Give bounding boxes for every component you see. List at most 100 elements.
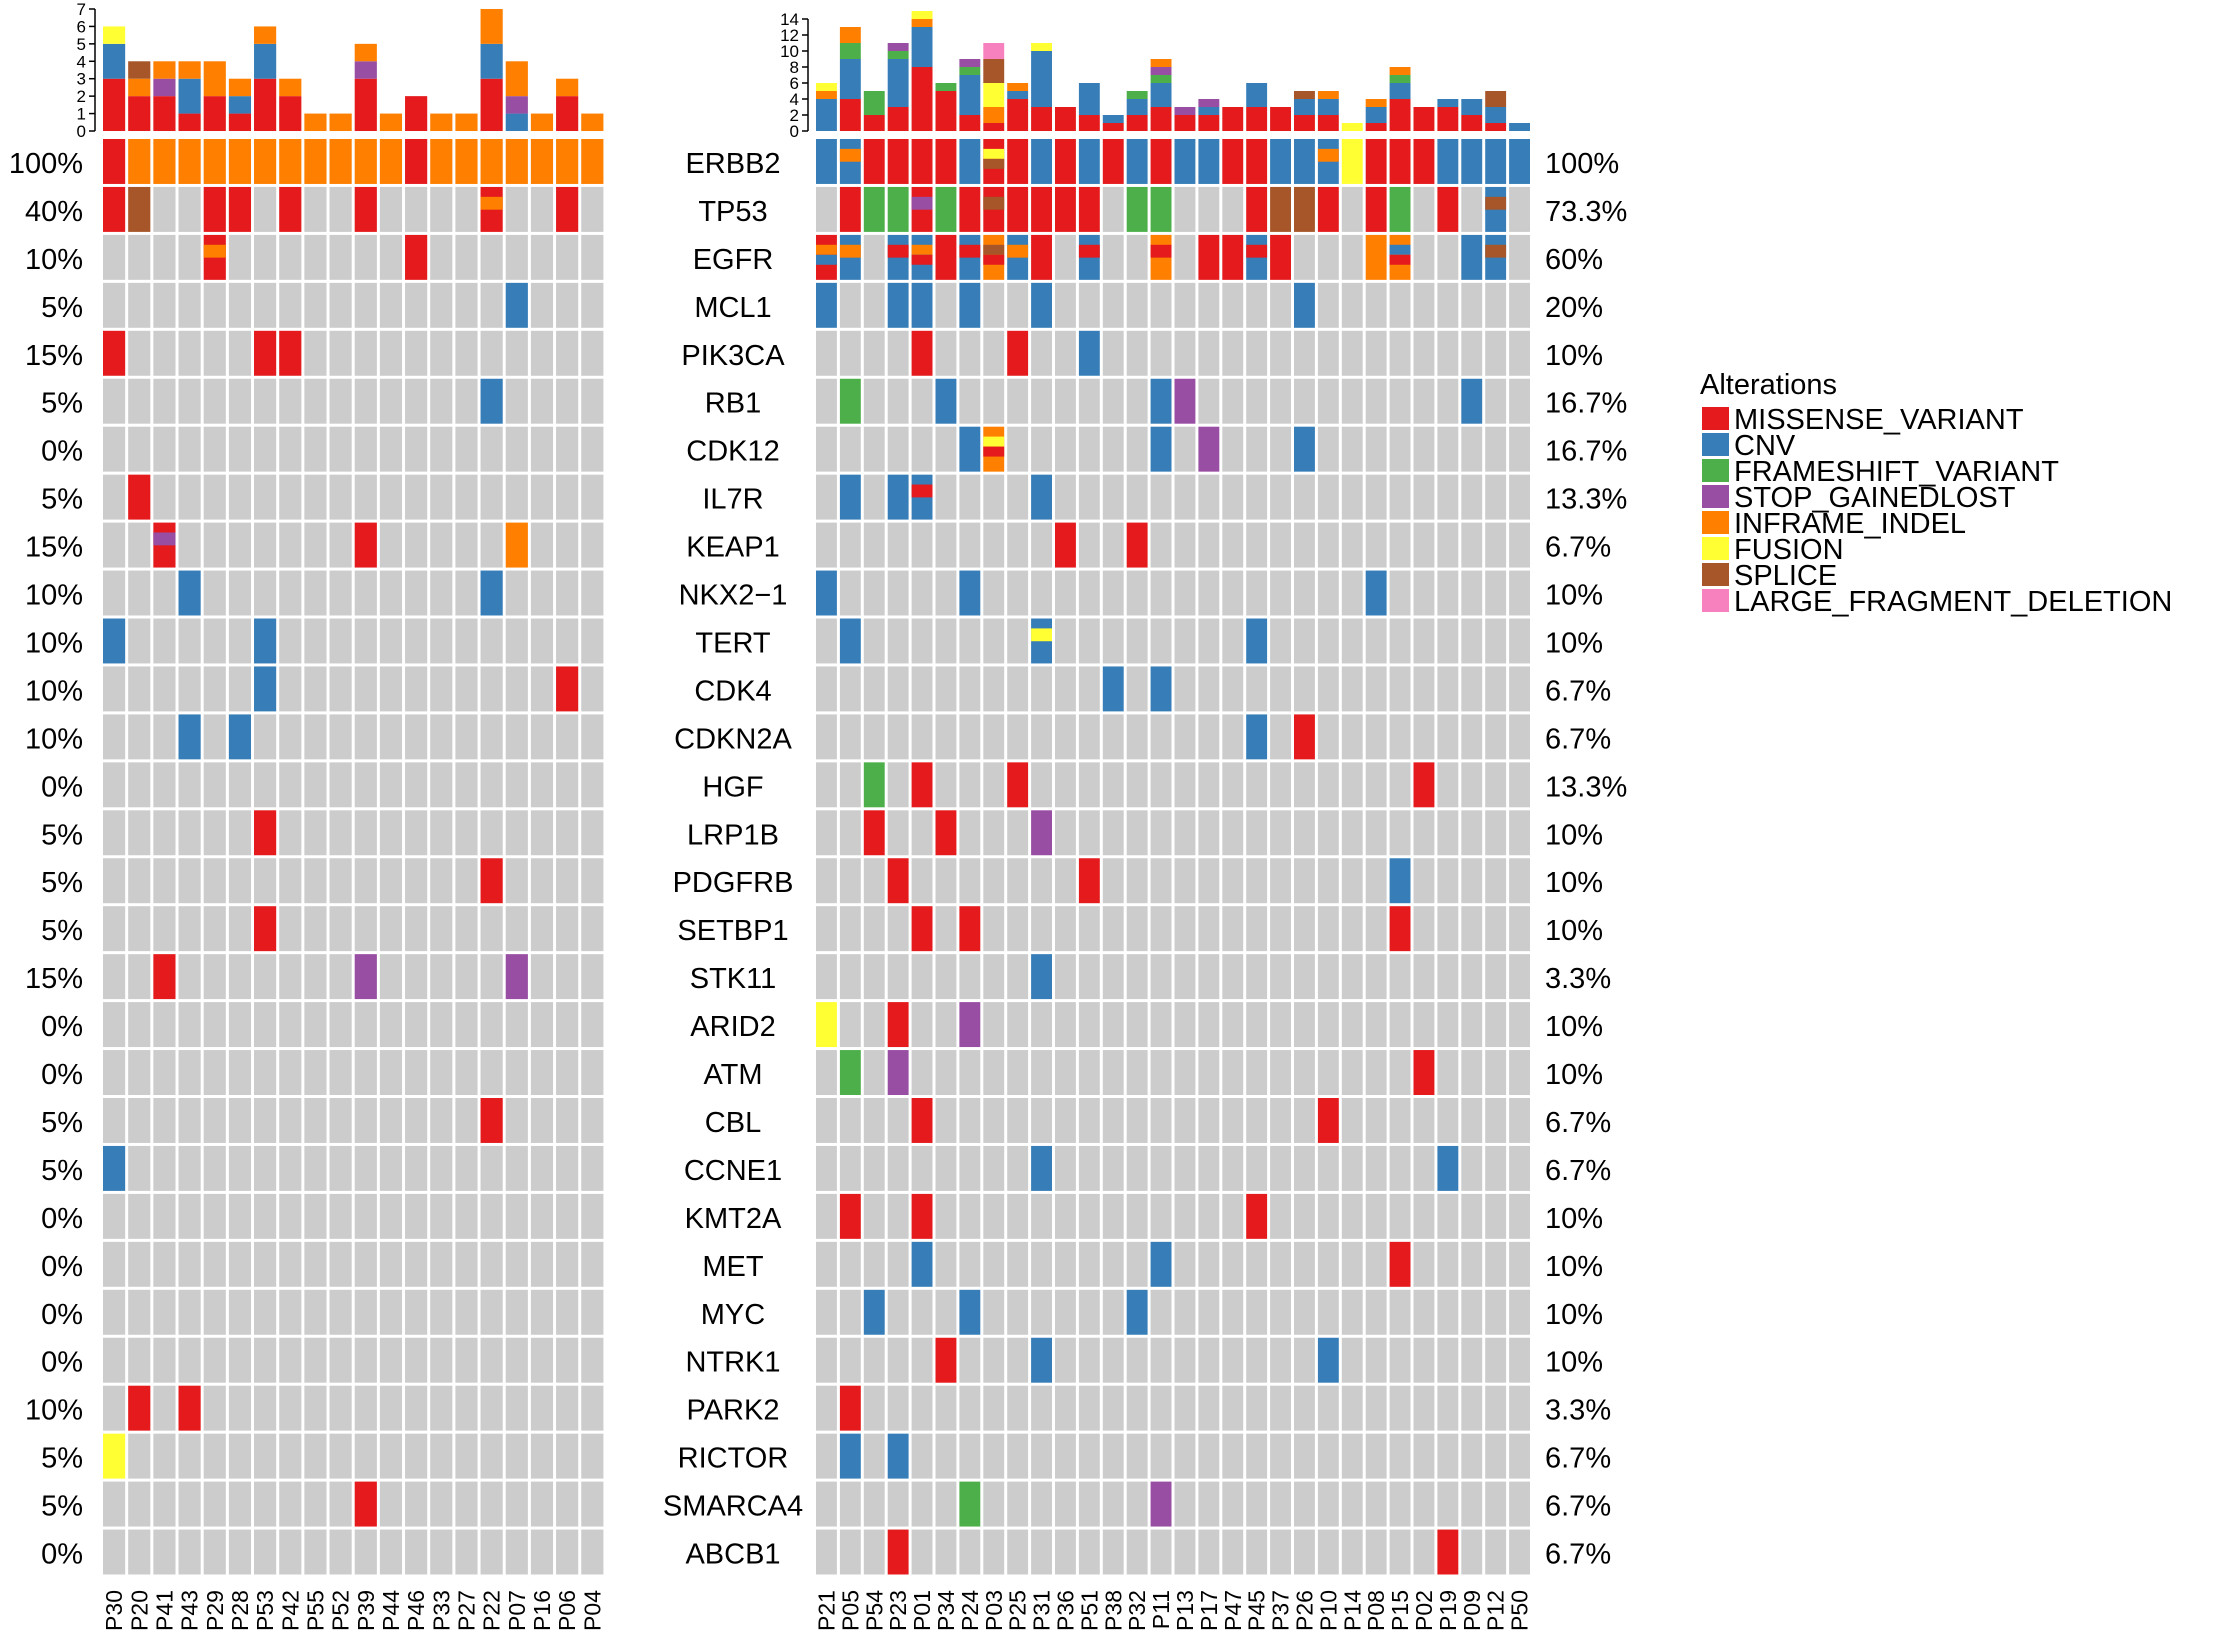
- empty-cell: [1174, 714, 1196, 760]
- gene-percentage: 5%: [41, 819, 83, 851]
- alteration-M: [405, 139, 428, 184]
- empty-cell: [935, 1289, 957, 1335]
- legend-swatch-M: [1702, 407, 1729, 430]
- bar-segment-C: [505, 113, 528, 131]
- empty-cell: [379, 1193, 403, 1239]
- alteration-C: [959, 139, 981, 184]
- alteration-M: [480, 858, 503, 904]
- empty-cell: [1102, 1098, 1124, 1143]
- empty-cell: [1102, 1145, 1124, 1191]
- alteration-cell: [839, 186, 861, 232]
- empty-cell: [1126, 1529, 1148, 1575]
- sample-label: P09: [1459, 1590, 1485, 1631]
- empty-cell: [911, 1289, 933, 1335]
- sample-label: P19: [1435, 1590, 1461, 1631]
- alteration-M: [983, 446, 1005, 457]
- alteration-M: [887, 858, 909, 904]
- gene-percentage: 20%: [1545, 292, 1603, 324]
- empty-cell: [863, 426, 885, 472]
- gene-label: PDGFRB: [673, 867, 794, 899]
- empty-cell: [1246, 906, 1268, 952]
- empty-cell: [1150, 1337, 1172, 1383]
- alteration-cell: [128, 139, 151, 184]
- empty-cell: [1485, 1529, 1507, 1575]
- empty-cell: [1031, 1481, 1052, 1527]
- alteration-C: [1150, 378, 1172, 424]
- empty-cell: [581, 570, 604, 616]
- empty-cell: [329, 1241, 352, 1287]
- empty-cell: [1437, 1433, 1459, 1479]
- empty-cell: [1031, 330, 1052, 376]
- empty-cell: [1007, 522, 1029, 568]
- empty-cell: [1198, 618, 1220, 664]
- empty-cell: [153, 762, 176, 808]
- empty-cell: [1222, 1289, 1244, 1335]
- empty-cell: [1389, 1050, 1411, 1095]
- empty-cell: [405, 1481, 428, 1527]
- alteration-cell: [1055, 186, 1076, 232]
- alteration-cell: [1246, 139, 1268, 184]
- empty-cell: [959, 762, 981, 808]
- empty-cell: [505, 1002, 528, 1048]
- empty-cell: [887, 954, 909, 1000]
- alteration-cell: [959, 1002, 981, 1048]
- empty-cell: [1437, 1193, 1459, 1239]
- alteration-cell: [1365, 139, 1387, 184]
- empty-cell: [1102, 378, 1124, 424]
- empty-cell: [1222, 1050, 1244, 1095]
- alteration-cell: [103, 618, 126, 664]
- empty-cell: [1078, 714, 1100, 760]
- alteration-I: [505, 522, 528, 568]
- gene-percentage: 10%: [25, 1395, 83, 1427]
- empty-cell: [228, 1050, 252, 1095]
- empty-cell: [455, 1145, 478, 1191]
- empty-cell: [556, 810, 579, 856]
- empty-cell: [1317, 282, 1339, 328]
- empty-cell: [128, 1433, 151, 1479]
- alteration-M: [1317, 186, 1339, 232]
- empty-cell: [816, 954, 837, 1000]
- empty-cell: [153, 1289, 176, 1335]
- alteration-cell: [128, 474, 151, 520]
- alteration-cell: [254, 139, 277, 184]
- empty-cell: [153, 1098, 176, 1143]
- empty-cell: [1485, 618, 1507, 664]
- empty-cell: [228, 474, 252, 520]
- empty-cell: [911, 522, 933, 568]
- gene-percentage: 10%: [25, 244, 83, 276]
- empty-cell: [279, 1050, 302, 1095]
- empty-cell: [1341, 1002, 1363, 1048]
- empty-cell: [1055, 762, 1076, 808]
- empty-cell: [530, 954, 554, 1000]
- empty-cell: [1222, 1241, 1244, 1287]
- empty-cell: [1007, 1385, 1029, 1431]
- alteration-P: [1294, 186, 1315, 232]
- alteration-cell: [128, 1385, 151, 1431]
- empty-cell: [959, 810, 981, 856]
- alteration-M: [1007, 762, 1029, 808]
- alteration-cell: [1150, 139, 1172, 184]
- empty-cell: [816, 1050, 837, 1095]
- empty-cell: [304, 330, 327, 376]
- empty-cell: [1102, 906, 1124, 952]
- sample-label: P20: [126, 1590, 152, 1631]
- alteration-cell: [1365, 186, 1387, 232]
- empty-cell: [863, 1050, 885, 1095]
- empty-cell: [581, 714, 604, 760]
- empty-cell: [405, 378, 428, 424]
- alteration-C: [816, 570, 837, 616]
- empty-cell: [581, 1098, 604, 1143]
- empty-cell: [1509, 762, 1530, 808]
- empty-cell: [1341, 858, 1363, 904]
- empty-cell: [228, 330, 252, 376]
- alteration-cell: [911, 762, 933, 808]
- alteration-M: [935, 139, 957, 184]
- alteration-M: [959, 906, 981, 952]
- alteration-M: [405, 234, 428, 280]
- empty-cell: [1150, 1098, 1172, 1143]
- alteration-S: [1031, 810, 1052, 856]
- sample-label: P38: [1100, 1590, 1126, 1631]
- empty-cell: [203, 810, 226, 856]
- empty-cell: [329, 378, 352, 424]
- empty-cell: [1102, 1050, 1124, 1095]
